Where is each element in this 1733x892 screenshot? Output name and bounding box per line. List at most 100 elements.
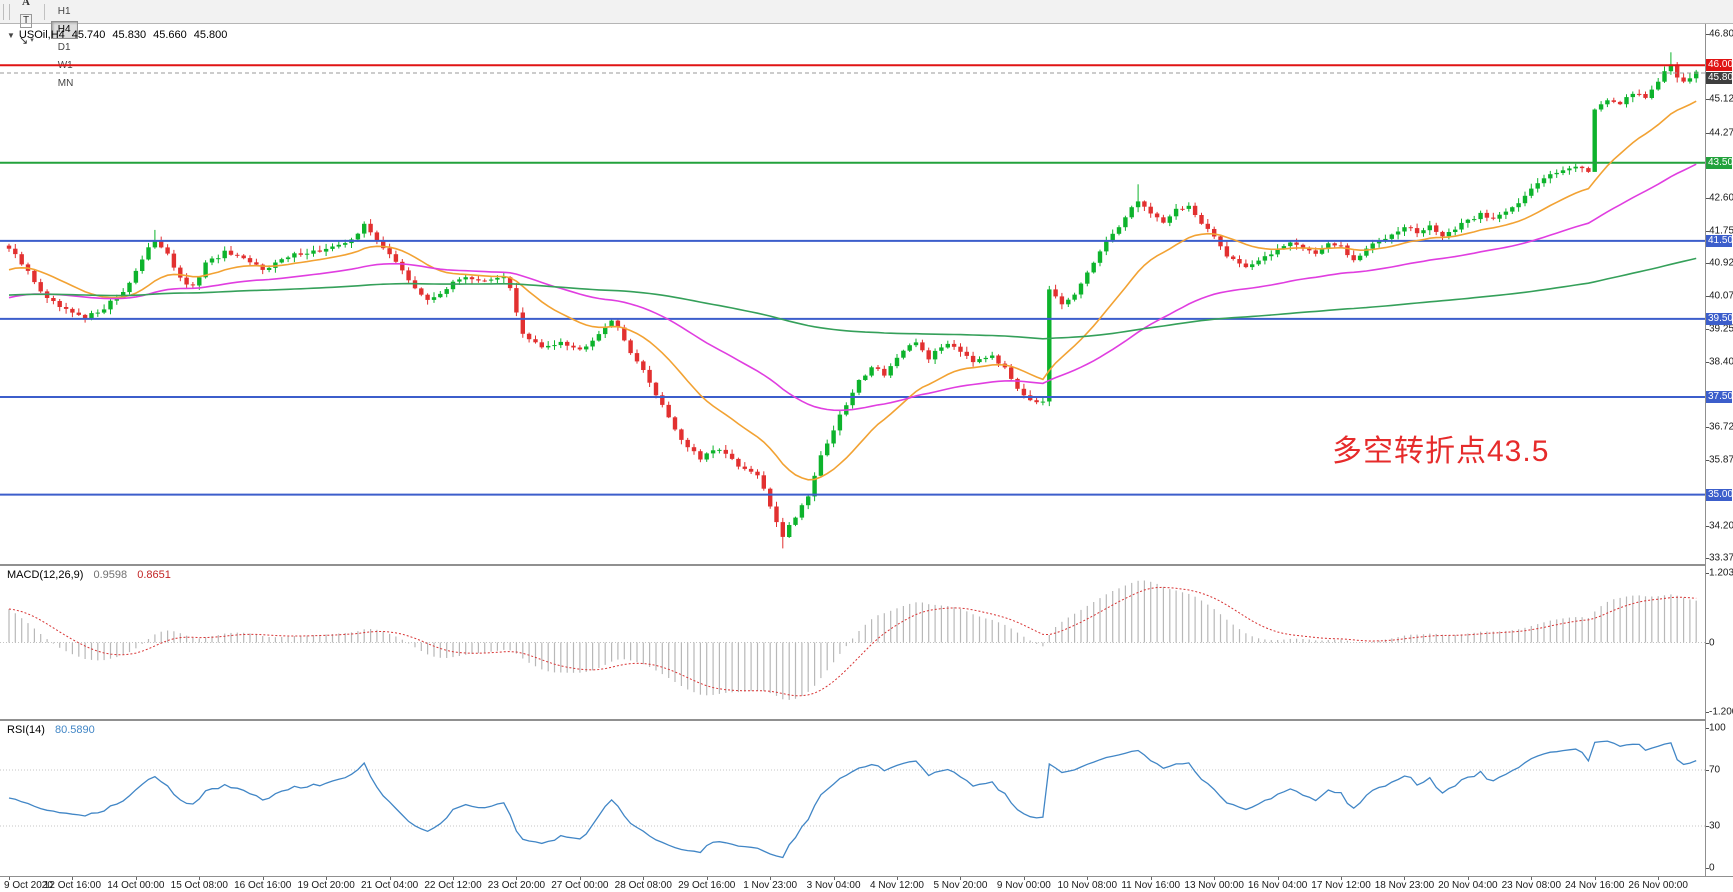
price-level-badge: 43.500: [1706, 156, 1733, 169]
rsi-panel-resize-handle[interactable]: [0, 719, 1733, 721]
time-tick: [833, 877, 835, 880]
time-tick: [960, 877, 962, 880]
time-tick: [1277, 877, 1279, 880]
chart-ohlc-header: ▼ USOil,H4 45.740 45.830 45.660 45.800: [7, 29, 227, 41]
timeframe-button-MN[interactable]: MN: [51, 75, 81, 93]
time-label: 19 Oct 20:00: [297, 880, 355, 891]
rsi-panel-label: RSI(14) 80.5890: [7, 724, 95, 736]
macd-scale-label: 0: [1709, 637, 1715, 648]
horizontal-level-lines[interactable]: [0, 64, 1705, 496]
time-label: 17 Nov 12:00: [1311, 880, 1371, 891]
price-level-badge: 41.500: [1706, 234, 1733, 247]
arrow-tool-button[interactable]: ↘ ▾: [15, 31, 38, 50]
price-axis-divider[interactable]: [1705, 24, 1706, 876]
close-value: 45.800: [193, 29, 228, 41]
price-tick-label: 35.875: [1709, 454, 1733, 466]
price-tick-label: 36.725: [1709, 421, 1733, 433]
high-value: 45.830: [112, 29, 147, 41]
chart-annotation-text[interactable]: 多空转折点43.5: [1332, 435, 1550, 468]
macd-panel-resize-handle[interactable]: [0, 564, 1733, 566]
toolbar-grip[interactable]: [3, 3, 10, 20]
rsi-indicator: [0, 740, 1705, 859]
price-tick-label: 39.250: [1709, 323, 1733, 335]
time-tick: [135, 877, 137, 880]
time-tick: [1594, 877, 1596, 880]
arrow-tool-icon: ↘: [19, 34, 29, 47]
time-tick: [453, 877, 454, 880]
rsi-label: RSI(14): [7, 724, 45, 736]
price-tick-label: 38.400: [1709, 356, 1733, 368]
timeframe-button-D1[interactable]: D1: [51, 39, 78, 57]
time-label: 13 Nov 00:00: [1184, 880, 1244, 891]
time-label: 4 Nov 12:00: [870, 880, 924, 891]
low-value: 45.660: [153, 29, 187, 41]
price-tick-label: 41.750: [1709, 225, 1733, 237]
time-label: 16 Nov 04:00: [1247, 880, 1308, 891]
axis-tick: [1706, 427, 1709, 429]
price-axis[interactable]: 46.800 45.125 44.275 42.600 41.750 40.925 40.0…: [1706, 24, 1733, 876]
time-tick: [1341, 877, 1343, 880]
time-axis[interactable]: 9 Oct 2020 12 Oct 16:00 14 Oct 00:00 15 Oct…: [0, 876, 1733, 892]
axis-tick: [1706, 296, 1709, 298]
candlesticks: [6, 52, 1699, 549]
axis-tick: [1706, 642, 1709, 644]
open-value: 45.740: [71, 29, 106, 41]
time-tick: [770, 877, 772, 880]
text-label-t-button[interactable]: T: [15, 12, 37, 31]
chart-collapse-icon[interactable]: ▼: [7, 30, 15, 40]
macd-label: MACD(12,26,9): [7, 569, 84, 581]
rsi-scale-label: 70: [1709, 764, 1721, 776]
chevron-down-icon: ▾: [30, 37, 34, 44]
time-tick: [1467, 877, 1469, 880]
axis-tick: [1706, 132, 1709, 134]
time-label: 15 Oct 08:00: [170, 880, 228, 891]
time-tick: [579, 877, 581, 880]
timeframe-button-H4[interactable]: H4: [50, 20, 78, 39]
price-tick-label: 45.125: [1709, 93, 1733, 105]
price-tick-label: 40.925: [1709, 257, 1733, 269]
macd-scale-label: -1.2008: [1709, 706, 1733, 718]
symbol-period-label: USOil,H4: [18, 29, 65, 41]
time-label: 10 Nov 08:00: [1057, 880, 1118, 891]
time-label: 20 Nov 04:00: [1438, 880, 1498, 891]
axis-tick: [1706, 328, 1709, 330]
time-label: 3 Nov 04:00: [806, 880, 861, 891]
axis-tick: [1706, 826, 1709, 827]
rsi-value: 80.5890: [54, 724, 95, 736]
macd-scale-label: 1.2037: [1709, 567, 1733, 579]
rsi-line: [8, 740, 1697, 859]
text-annotation-a-button[interactable]: A: [15, 0, 37, 12]
time-label: 29 Oct 16:00: [678, 880, 736, 891]
axis-tick: [1706, 525, 1709, 527]
price-tick-label: 46.800: [1709, 28, 1733, 40]
text-annotation-a-icon: A: [22, 0, 30, 8]
time-label: 16 Oct 16:00: [234, 880, 292, 891]
timeframe-button-H1[interactable]: H1: [51, 3, 78, 21]
time-tick: [897, 877, 899, 880]
time-label: 14 Oct 00:00: [107, 880, 165, 891]
axis-tick: [1706, 728, 1709, 729]
macd-value: 0.9598: [93, 569, 128, 581]
axis-tick: [1706, 99, 1709, 101]
time-tick: [1150, 877, 1152, 880]
time-tick: [1214, 877, 1216, 880]
price-tick-label: 40.075: [1709, 290, 1733, 302]
rsi-scale-label: 100: [1709, 722, 1726, 734]
time-tick: [1531, 877, 1533, 880]
price-level-badge: 37.500: [1706, 390, 1733, 403]
price-tick-label: 42.600: [1709, 192, 1733, 204]
axis-tick: [1706, 558, 1709, 559]
axis-tick: [1706, 572, 1709, 574]
time-tick: [1023, 877, 1025, 880]
time-label: 26 Nov 00:00: [1628, 880, 1688, 891]
time-label: 21 Oct 04:00: [360, 880, 419, 891]
axis-tick: [1706, 712, 1709, 714]
axis-tick: [1706, 197, 1709, 199]
time-label: 28 Oct 08:00: [614, 880, 672, 891]
axis-tick: [1706, 770, 1709, 771]
medium-ma-line: [8, 163, 1697, 412]
time-tick: [262, 877, 264, 880]
price-level-badge: 46.000: [1706, 59, 1733, 72]
